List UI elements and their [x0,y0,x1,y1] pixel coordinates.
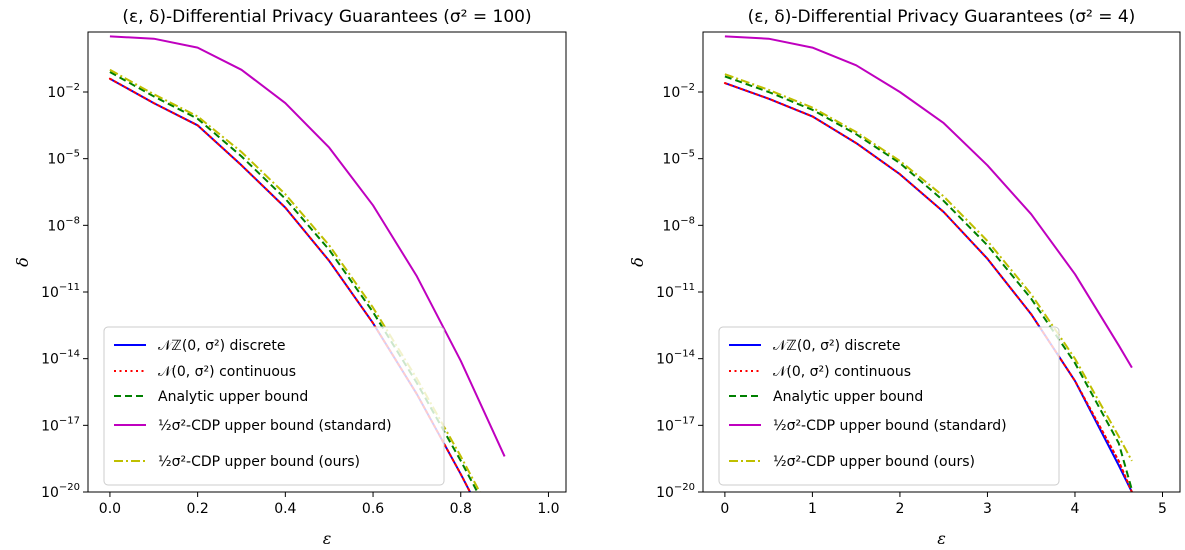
x-tick-label: 5 [1158,501,1167,517]
y-tick-label: 10−11 [656,282,695,301]
legend-label-1: 𝒩ℤ(0, σ²) discrete [773,338,900,354]
legend-label-4: ½σ²-CDP upper bound (standard) [773,418,1007,434]
y-tick-label: 10−2 [47,82,80,101]
y-tick-label: 10−5 [662,149,695,168]
x-axis-label: ε [937,529,946,548]
chart-panel-2: (ε, δ)-Differential Privacy Guarantees (… [628,7,1181,548]
legend-label-1: 𝒩ℤ(0, σ²) discrete [158,338,285,354]
y-tick-label: 10−17 [656,415,695,434]
x-tick-label: 1.0 [537,501,559,517]
y-tick-label: 10−14 [41,349,80,368]
series-line-2 [108,77,472,492]
legend-label-3: Analytic upper bound [773,389,923,405]
series-line-4 [724,35,1133,369]
x-tick-label: 1 [808,501,817,517]
chart-title: (ε, δ)-Differential Privacy Guarantees (… [748,7,1136,27]
series-line-2 [723,82,1133,492]
y-tick-label: 10−14 [656,349,695,368]
y-tick-label: 10−5 [47,149,80,168]
y-tick-label: 10−11 [41,282,80,301]
x-tick-label: 0.2 [187,501,209,517]
y-tick-label: 10−8 [662,215,695,234]
y-tick-label: 10−8 [47,215,80,234]
plot-frame [702,31,1181,493]
legend: 𝒩ℤ(0, σ²) discrete 𝒩(0, σ²) continuous Ana… [103,326,445,486]
x-tick-label: 0.6 [362,501,384,517]
series-line-3 [724,75,1133,491]
chart-title: (ε, δ)-Differential Privacy Guarantees (… [122,7,531,27]
legend-box [103,326,445,486]
plot-frame [87,31,567,493]
chart-panel-1: (ε, δ)-Differential Privacy Guarantees (… [13,7,567,548]
legend-label-5: ½σ²-CDP upper bound (ours) [158,454,360,470]
y-tick-label: 10−20 [41,482,80,501]
legend-label-5: ½σ²-CDP upper bound (ours) [773,454,975,470]
x-tick-label: 0.4 [274,501,296,517]
y-axis-label: δ [628,257,647,267]
legend-label-2: 𝒩(0, σ²) continuous [158,364,296,380]
legend-label-2: 𝒩(0, σ²) continuous [773,364,911,380]
x-tick-label: 0.0 [99,501,121,517]
y-tick-label: 10−20 [656,482,695,501]
x-tick-label: 0 [720,501,729,517]
legend: 𝒩ℤ(0, σ²) discrete 𝒩(0, σ²) continuous Ana… [718,326,1060,486]
y-axis-label: δ [13,257,32,267]
x-tick-label: 4 [1071,501,1080,517]
x-axis-label: ε [323,529,332,548]
legend-label-4: ½σ²-CDP upper bound (standard) [158,418,392,434]
y-tick-label: 10−17 [41,415,80,434]
series-line-4 [109,35,506,457]
x-tick-label: 3 [983,501,992,517]
x-tick-label: 0.8 [450,501,472,517]
legend-label-3: Analytic upper bound [158,389,308,405]
x-tick-label: 2 [895,501,904,517]
y-tick-label: 10−2 [662,82,695,101]
series-group [723,35,1133,492]
legend-box [718,326,1060,486]
